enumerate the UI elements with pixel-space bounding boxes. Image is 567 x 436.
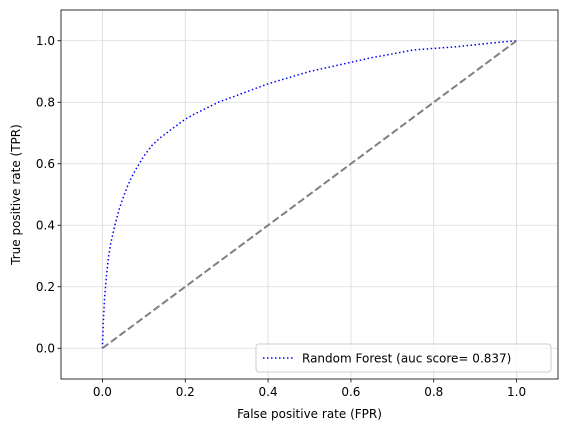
- legend-box: [255, 343, 552, 373]
- x-tick-label: 0.6: [341, 385, 360, 399]
- x-tick-label: 0.8: [424, 385, 443, 399]
- x-tick-label: 1.0: [507, 385, 526, 399]
- y-tick-label: 0.6: [36, 157, 55, 171]
- roc-curve-line: [101, 40, 517, 349]
- baseline-diagonal-line: [101, 39, 518, 350]
- x-tick-label: 0.2: [176, 385, 195, 399]
- x-axis-label: False positive rate (FPR): [237, 407, 382, 421]
- y-axis-ticks: 0.0 0.2 0.4 0.6 0.8 1.0: [36, 34, 61, 356]
- y-tick-label: 0.4: [36, 219, 55, 233]
- y-axis-label: True positive rate (TPR): [9, 124, 23, 266]
- plot-frame: [60, 9, 559, 380]
- legend: Random Forest (auc score= 0.837): [255, 343, 552, 373]
- series-lines: [101, 39, 518, 350]
- grid-lines: [61, 10, 558, 379]
- legend-label-random-forest: Random Forest (auc score= 0.837): [302, 352, 511, 366]
- x-axis-ticks: 0.0 0.2 0.4 0.6 0.8 1.0: [93, 379, 526, 399]
- y-tick-label: 0.2: [36, 280, 55, 294]
- y-tick-label: 1.0: [36, 34, 55, 48]
- x-tick-label: 0.0: [93, 385, 112, 399]
- x-tick-label: 0.4: [259, 385, 278, 399]
- y-tick-label: 0.8: [36, 96, 55, 110]
- y-tick-label: 0.0: [36, 342, 55, 356]
